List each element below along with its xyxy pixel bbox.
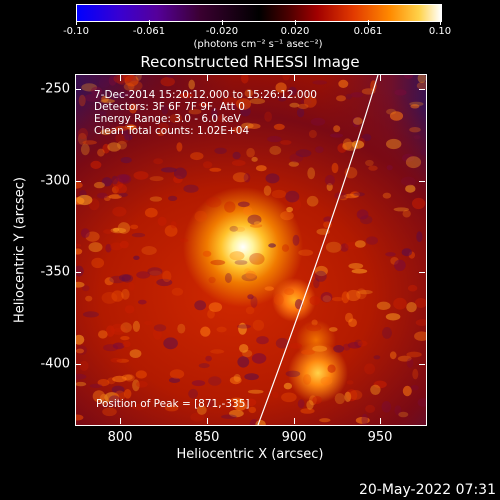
plot-timestamp: 20-May-2022 07:31 (358, 482, 496, 498)
info-total-counts: Clean Total counts: 1.02E+04 (94, 125, 250, 137)
y-tick-label: -250 (40, 81, 70, 97)
x-tick (380, 75, 381, 81)
x-tick (294, 75, 295, 81)
y-axis-title: Heliocentric Y (arcsec) (12, 177, 28, 323)
x-axis-title: Heliocentric X (arcsec) (176, 447, 324, 462)
x-tick (120, 418, 121, 424)
colorbar-label: -0.061 (132, 26, 166, 37)
x-tick-label: 850 (194, 430, 220, 445)
x-tick (120, 75, 121, 81)
x-tick (294, 418, 295, 424)
y-tick (75, 272, 81, 273)
colorbar-tick (76, 20, 77, 25)
y-tick-label: -300 (40, 173, 70, 189)
colorbar-label: -0.020 (205, 26, 239, 37)
rhessi-image: 7-Dec-2014 15:20:12.000 to 15:26:12.000 … (75, 74, 427, 426)
info-detectors: Detectors: 3F 6F 7F 9F, Att 0 (94, 101, 245, 113)
colorbar (76, 4, 442, 22)
colorbar-label: 0.10 (428, 26, 452, 37)
y-tick-label: -350 (40, 264, 70, 280)
colorbar-label: 0.020 (280, 26, 310, 37)
y-tick (419, 181, 425, 182)
colorbar-label: -0.10 (63, 26, 89, 37)
y-tick (75, 364, 81, 365)
colorbar-units-label: (photons cm⁻² s⁻¹ asec⁻²) (193, 39, 323, 50)
x-tick-label: 950 (367, 430, 393, 445)
image-speckle-texture (76, 75, 426, 425)
solar-limb-line (257, 75, 379, 425)
y-tick (419, 364, 425, 365)
info-energy-range: Energy Range: 3.0 - 6.0 keV (94, 113, 241, 125)
x-tick-label: 900 (281, 430, 307, 445)
colorbar-label: 0.061 (353, 26, 383, 37)
peak-position-label: Position of Peak = [871,-335] (96, 398, 250, 410)
y-tick-label: -400 (40, 356, 70, 372)
colorbar-tick (440, 20, 441, 25)
y-tick (75, 181, 81, 182)
plot-title: Reconstructed RHESSI Image (140, 53, 360, 71)
y-tick (75, 89, 81, 90)
y-tick (419, 272, 425, 273)
x-tick-label: 800 (107, 430, 133, 445)
colorbar-tick (295, 20, 296, 25)
y-tick (419, 89, 425, 90)
colorbar-tick (222, 20, 223, 25)
info-time-range: 7-Dec-2014 15:20:12.000 to 15:26:12.000 (94, 89, 317, 101)
colorbar-tick (368, 20, 369, 25)
colorbar-tick (149, 20, 150, 25)
x-tick (380, 418, 381, 424)
x-tick (207, 418, 208, 424)
x-tick (207, 75, 208, 81)
